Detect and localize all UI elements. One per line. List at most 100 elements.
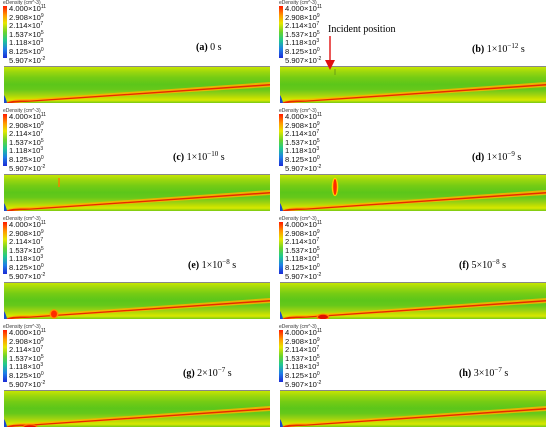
legend-ticks: 4.000×1011 2.908×109 2.114×107 1.537×105 1.1… — [285, 328, 345, 388]
legend-tick-label: 1.537×105 — [285, 353, 320, 363]
legend-tick-label: 2.908×109 — [9, 12, 44, 22]
density-plot — [4, 66, 270, 103]
junction-streak — [5, 300, 270, 319]
legend-tick-label: 4.000×1011 — [9, 220, 47, 229]
contact-edge — [280, 95, 283, 103]
legend-title: eDensity (cm^-3) — [279, 108, 317, 114]
density-plot — [280, 282, 546, 319]
legend-tick-label: 1.118×103 — [285, 38, 320, 48]
legend-tick-label: 1.118×103 — [285, 362, 320, 372]
legend-tick-label: 2.114×107 — [285, 21, 320, 31]
incident-position-label: Incident position — [328, 24, 396, 35]
simulation-panel: eDensity (cm^-3) 4.000×1011 2.908×109 2.114… — [276, 108, 548, 214]
legend-tick-label: 2.908×109 — [285, 228, 320, 238]
legend-tick-label: 5.907×10-2 — [9, 271, 46, 281]
legend-tick-label: 1.537×105 — [9, 245, 44, 255]
simulation-panel: eDensity (cm^-3) 4.000×1011 2.908×109 2.114… — [276, 324, 548, 430]
legend-tick-label: 2.114×107 — [9, 237, 44, 247]
contact-edge — [280, 311, 283, 319]
legend-tick-label: 2.114×107 — [9, 129, 44, 139]
panel-caption: (g) 2×10−7 s — [183, 366, 232, 379]
legend-tick-label: 1.537×105 — [9, 353, 44, 363]
legend-tick-label: 2.908×109 — [285, 120, 320, 130]
density-field — [4, 82, 270, 103]
legend-title: eDensity (cm^-3) — [279, 324, 317, 330]
legend-ticks: 4.000×1011 2.908×109 2.114×107 1.537×105 1.1… — [285, 220, 345, 280]
legend-tick-label: 8.125×100 — [9, 370, 44, 380]
legend-tick-label: 5.907×10-2 — [9, 55, 46, 65]
legend-ticks: 4.000×1011 2.908×109 2.114×107 1.537×105 1.1… — [9, 4, 69, 64]
contact-edge — [4, 311, 7, 319]
legend-color-bar — [3, 6, 7, 58]
panel-caption: (f) 5×10−8 s — [459, 258, 506, 271]
legend-tick-label: 2.908×109 — [9, 228, 44, 238]
carrier-cloud — [318, 314, 328, 319]
legend-tick-label: 5.907×10-2 — [9, 379, 46, 389]
legend-tick-label: 4.000×1011 — [285, 4, 323, 13]
panel-caption: (e) 1×10−8 s — [188, 258, 237, 271]
legend-color-bar — [3, 222, 7, 274]
density-field — [4, 406, 270, 427]
legend-tick-label: 4.000×1011 — [285, 220, 323, 229]
density-field — [280, 406, 546, 427]
legend-tick-label: 5.907×10-2 — [285, 271, 322, 281]
legend-title: eDensity (cm^-3) — [279, 0, 317, 6]
simulation-panel: eDensity (cm^-3) 4.000×1011 2.908×109 2.114… — [276, 216, 548, 322]
carrier-cloud — [333, 179, 337, 195]
simulation-panel: eDensity (cm^-3) 4.000×1011 2.908×109 2.114… — [276, 0, 548, 106]
legend-ticks: 4.000×1011 2.908×109 2.114×107 1.537×105 1.1… — [9, 220, 69, 280]
legend-title: eDensity (cm^-3) — [279, 216, 317, 222]
legend-tick-label: 2.114×107 — [9, 21, 44, 31]
carrier-cloud — [51, 310, 57, 318]
junction-streak — [281, 408, 546, 427]
legend-title: eDensity (cm^-3) — [3, 108, 41, 114]
legend-tick-label: 2.114×107 — [285, 345, 320, 355]
junction-streak — [281, 84, 546, 103]
junction-streak — [5, 408, 270, 427]
junction-streak — [281, 300, 546, 319]
legend-ticks: 4.000×1011 2.908×109 2.114×107 1.537×105 1.1… — [9, 112, 69, 172]
legend-tick-label: 8.125×100 — [9, 46, 44, 56]
legend-tick-label: 2.114×107 — [285, 237, 320, 247]
density-plot — [280, 390, 546, 427]
legend-tick-label: 1.537×105 — [9, 137, 44, 147]
legend-tick-label: 8.125×100 — [285, 154, 320, 164]
legend-tick-label: 5.907×10-2 — [285, 163, 322, 173]
legend-tick-label: 2.114×107 — [285, 129, 320, 139]
legend-tick-label: 8.125×100 — [9, 262, 44, 272]
legend-tick-label: 1.118×103 — [9, 362, 44, 372]
density-plot — [4, 282, 270, 319]
panel-caption: (a) 0 s — [196, 42, 222, 53]
legend-tick-label: 4.000×1011 — [9, 112, 47, 121]
legend-tick-label: 1.537×105 — [9, 29, 44, 39]
legend-color-bar — [3, 114, 7, 166]
legend-title: eDensity (cm^-3) — [3, 216, 41, 222]
density-plot — [4, 174, 270, 211]
density-field — [280, 298, 546, 319]
simulation-panel: eDensity (cm^-3) 4.000×1011 2.908×109 2.114… — [0, 324, 272, 430]
legend-tick-label: 8.125×100 — [9, 154, 44, 164]
legend-tick-label: 1.537×105 — [285, 137, 320, 147]
legend-tick-label: 1.118×103 — [285, 146, 320, 156]
legend-color-bar — [279, 222, 283, 274]
junction-streak — [5, 84, 270, 103]
junction-streak — [281, 192, 546, 211]
density-plot — [280, 66, 546, 103]
panel-caption: (h) 3×10−7 s — [459, 366, 509, 379]
legend-tick-label: 1.118×103 — [9, 254, 44, 264]
legend-tick-label: 2.114×107 — [9, 345, 44, 355]
legend-ticks: 4.000×1011 2.908×109 2.114×107 1.537×105 1.1… — [9, 328, 69, 388]
contact-edge — [280, 203, 283, 211]
simulation-panel: eDensity (cm^-3) 4.000×1011 2.908×109 2.114… — [0, 0, 272, 106]
legend-tick-label: 1.118×103 — [9, 38, 44, 48]
density-field — [4, 178, 270, 211]
legend-tick-label: 5.907×10-2 — [9, 163, 46, 173]
density-field — [280, 177, 546, 211]
legend-tick-label: 4.000×1011 — [285, 112, 323, 121]
legend-color-bar — [279, 330, 283, 382]
legend-title: eDensity (cm^-3) — [3, 324, 41, 330]
legend-tick-label: 4.000×1011 — [9, 4, 47, 13]
panel-caption: (b) 1×10−12 s — [472, 42, 525, 55]
density-plot — [280, 174, 546, 211]
density-plot — [4, 390, 270, 427]
